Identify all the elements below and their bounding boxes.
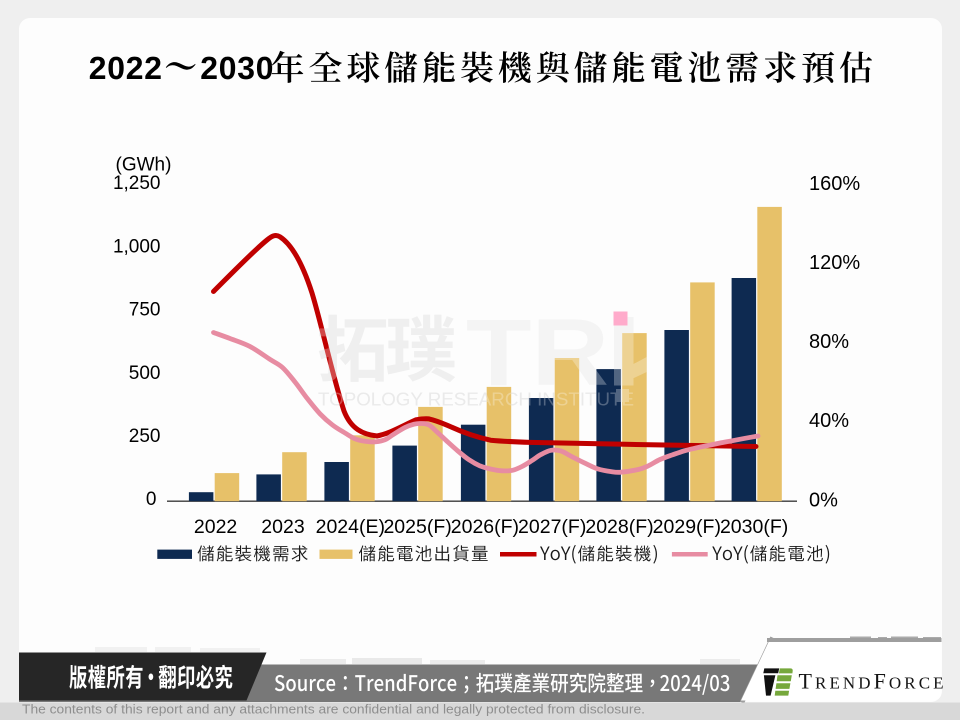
svg-text:2023: 2023 <box>261 516 304 538</box>
svg-text:1,000: 1,000 <box>113 236 161 257</box>
svg-text:1,250: 1,250 <box>113 173 161 194</box>
svg-text:500: 500 <box>129 363 161 384</box>
svg-text:2030(F): 2030(F) <box>720 516 788 538</box>
svg-text:0: 0 <box>146 489 157 510</box>
svg-text:2024(E): 2024(E) <box>316 516 385 538</box>
svg-text:120%: 120% <box>809 252 860 274</box>
svg-text:TR: TR <box>466 300 609 406</box>
svg-text:80%: 80% <box>809 331 849 353</box>
svg-text:2029(F): 2029(F) <box>653 516 721 538</box>
svg-text:2026(F): 2026(F) <box>451 516 519 538</box>
svg-text:750: 750 <box>129 300 161 321</box>
svg-text:2022: 2022 <box>194 516 237 538</box>
svg-text:TOPOLOGY RESEARCH INSTITUTE: TOPOLOGY RESEARCH INSTITUTE <box>318 390 634 410</box>
svg-text:2027(F): 2027(F) <box>518 516 586 538</box>
svg-text:40%: 40% <box>809 410 849 432</box>
svg-text:2025(F): 2025(F) <box>383 516 451 538</box>
svg-text:The contents of this report an: The contents of this report and any atta… <box>22 702 645 717</box>
svg-text:0%: 0% <box>809 489 838 511</box>
svg-text:2028(F): 2028(F) <box>585 516 653 538</box>
svg-text:250: 250 <box>129 426 161 447</box>
svg-text:160%: 160% <box>809 173 860 195</box>
svg-text:(GWh): (GWh) <box>116 155 172 176</box>
